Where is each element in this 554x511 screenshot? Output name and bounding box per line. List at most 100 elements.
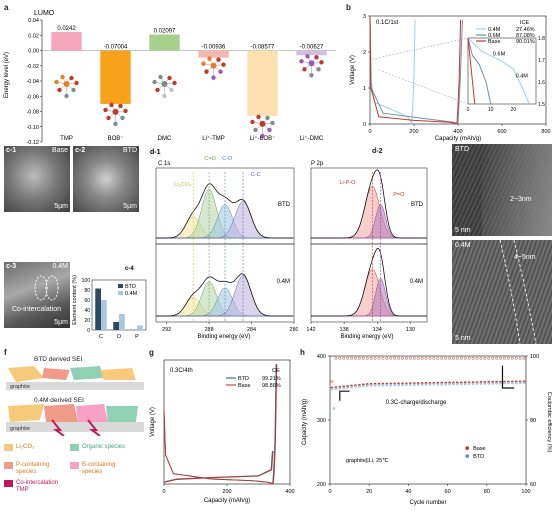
graphite-label-bottom: graphite [10, 426, 30, 432]
panel-label-h: h [300, 348, 305, 357]
sem-label-base: Base [52, 147, 68, 154]
chart-h-point-btd [373, 384, 377, 387]
chart-b-inset-ytick: 1.7 [538, 58, 545, 64]
molecule-icon [103, 102, 128, 127]
chart-c4-ytick: 100 [82, 278, 91, 284]
chart-h-point-btd [475, 382, 479, 385]
chart-h-point-btd [499, 381, 502, 385]
chart-b-inset-line-0.6M [467, 37, 492, 105]
chart-h-ce-point [365, 356, 369, 360]
chart-h-ce-point [377, 356, 381, 360]
chart-h-ytick-label: 400 [317, 354, 326, 360]
chart-g-xtick-label: 0 [162, 489, 165, 495]
chart-g-xlabel: Capacity (mAh/g) [204, 498, 250, 504]
chart-h-ce-point [338, 356, 342, 360]
chart-h-point-btd [420, 383, 424, 386]
chart-a-bar [100, 50, 131, 104]
chart-g-line-Base-discharge [163, 450, 274, 483]
chart-b-inset-ytick: 1.8 [538, 36, 545, 42]
xps-xtick-label: 138 [340, 327, 349, 333]
chart-h-point-btd [385, 383, 389, 387]
chart-h-ce-point [506, 356, 510, 360]
chart-h-ce-point [397, 356, 401, 360]
chart-h-ce-point [491, 356, 495, 360]
chart-h-legend-swatch [465, 446, 469, 450]
chart-d2-title: P 2p [311, 161, 324, 167]
scale-bar-c2: 5µm [123, 203, 137, 210]
ce-axis-arrow [501, 365, 515, 389]
chart-h-point-btd [365, 384, 369, 387]
chart-h-point-btd [456, 382, 459, 386]
scale-bar-c3: 5µm [54, 319, 68, 326]
chart-h-ylabel: Capacity (mAh/g) [302, 399, 308, 445]
chart-a-value-label: -0.07004 [104, 45, 128, 51]
xps-peak-label: P=O [393, 192, 405, 198]
chart-h-point-btd [412, 383, 416, 387]
chart-h-ce-point [502, 356, 506, 360]
chart-h-ytick2-label: 100 [530, 354, 539, 360]
xps-p2p-chart: P 2p BTD 0.4M 142 138 134 130 Li-P-O P=O Bindin… [306, 161, 428, 340]
chart-g-legend-ce: 98.86% [262, 383, 281, 389]
chart-h-ce-point [381, 356, 385, 360]
chart-h-point-btd [463, 382, 467, 386]
chart-b-legend-ice: 27.46% [516, 27, 535, 33]
chart-h-ce-point [424, 356, 428, 360]
chart-h-plot: 0 20 40 60 80 100 200 300 400 60 80 100 Base BTD [317, 354, 539, 495]
chart-h-ce-point [479, 356, 483, 360]
chart-h-ce-point [487, 356, 491, 360]
chart-b-ytick-label: 2 [363, 50, 366, 56]
chart-h-point-btd [362, 384, 365, 388]
chart-b-inset-annotation: 0.6M [493, 52, 506, 58]
chart-c4-ytick: 60 [84, 298, 90, 304]
chart-a-ytick-label: 0.00 [28, 49, 39, 55]
chart-c4-bar [119, 314, 125, 330]
chart-h-ce-point [369, 356, 373, 360]
chart-c4-ytick: 40 [84, 308, 90, 314]
chart-h-point-btd [381, 383, 385, 387]
chart-a-title: LUMO [34, 10, 55, 17]
xps-envelope [156, 183, 293, 239]
chart-h-legend-label: Base [473, 446, 486, 452]
chart-h-ce-point [354, 356, 357, 360]
molecule-icons [54, 54, 324, 139]
chart-b-inset: 0 10 20 1.5 1.6 1.7 1.8 0.6M 0.4M [371, 36, 545, 113]
chart-c4-category: O [117, 334, 122, 340]
sei-legend-item: Organic species [70, 444, 136, 451]
chart-h-ce-point [444, 356, 448, 360]
panel-label-c2: c-2 [75, 147, 86, 154]
chart-a-ytick-label: -0.04 [26, 79, 39, 85]
chart-b-inset-xtick: 20 [511, 107, 517, 113]
sem-image-base: c-1 Base 5µm [4, 146, 70, 212]
tem-image-btd: BTD 2~3nm 5 nm [452, 144, 552, 236]
chart-b-legend: ICE 0.4M 27.46% 0.6M 87.08% Base 90.01% [476, 20, 535, 45]
sei-legend-item: B-containing species [70, 462, 136, 476]
chart-b-inset-ytick: 1.6 [538, 80, 545, 86]
chart-d1-plot: BTD 0.4M 292 288 284 280 Li₂CO₃ C=O C-O C-C [155, 156, 298, 333]
chart-a-ytick-label: 0.02 [28, 33, 39, 39]
sei-legend-label: Co-intercalation TMP [16, 480, 59, 493]
chart-a-ylabel: Energy level (eV) [4, 52, 10, 98]
chart-g-title: 0.3C/4th [170, 368, 193, 374]
chart-b-legend-name: 0.6M [488, 33, 501, 39]
chart-a-category-label: TMP [60, 136, 73, 142]
chart-h-point-btd [334, 387, 338, 391]
chart-b-ytick-label: 3 [363, 14, 366, 20]
sei-legend-swatch [4, 444, 13, 451]
chart-b-inset-annotation: 0.4M [516, 74, 529, 80]
chart-h-point-btd [471, 382, 475, 386]
co-intercalation-label: Co-intercalation [12, 306, 62, 313]
chart-h-ce-point [389, 356, 393, 360]
chart-h-point-btd [369, 384, 373, 387]
chart-a-category-label: Li⁺-DMC [300, 135, 324, 142]
sei-legend-swatch [70, 444, 79, 451]
chart-b-line-0.6M [369, 15, 463, 125]
chart-h-point-btd [424, 383, 428, 386]
chart-h-point-btd [342, 386, 346, 390]
chart-h-ce-point [357, 356, 361, 360]
scale-bar-e-top: 5 nm [455, 227, 471, 234]
chart-b-xtick-label: 400 [453, 129, 462, 135]
chart-g-line-Base [163, 364, 278, 485]
chart-h-ce-point [404, 356, 408, 360]
xps-peak-label: C-O [222, 156, 233, 162]
